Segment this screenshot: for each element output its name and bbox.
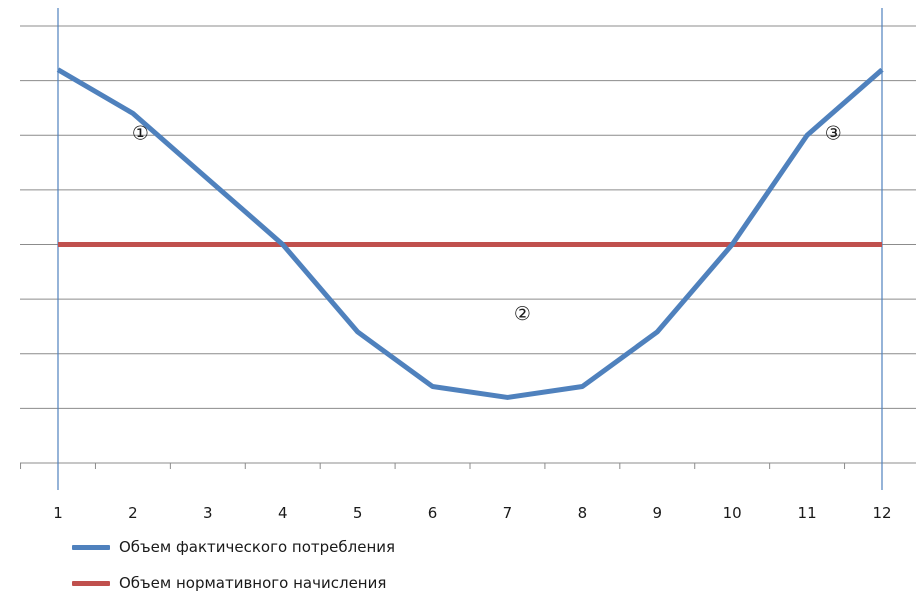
grid-lines: [20, 25, 916, 409]
annotation-label: ③: [825, 123, 842, 145]
x-tick-label: 12: [872, 504, 891, 522]
series-line-actual: [56, 67, 884, 400]
x-tick-label: 10: [723, 504, 742, 522]
series-lines: [56, 67, 884, 400]
legend-item-norm: Объем нормативного начисления: [72, 574, 386, 592]
x-tick-label: 1: [53, 504, 63, 522]
legend-label-norm: Объем нормативного начисления: [119, 574, 387, 592]
x-tick-label: 9: [652, 504, 662, 522]
x-tick-label: 5: [353, 504, 363, 522]
x-tick-label: 2: [128, 504, 138, 522]
x-tick-label: 3: [203, 504, 213, 522]
legend-swatch-norm: [72, 580, 110, 586]
legend-label-actual: Объем фактического потребления: [119, 538, 396, 556]
legend-swatch-actual: [72, 544, 110, 550]
boundary-lines: [57, 8, 883, 490]
chart: 1 2 3 4 5 6 7 8 9 10 11 12 ①②③: [20, 8, 916, 522]
x-tick-label: 7: [503, 504, 513, 522]
x-axis: [20, 462, 916, 469]
annotations: ① ② ③: [132, 123, 842, 325]
x-tick-label: 6: [428, 504, 438, 522]
annotation-label: ①: [132, 123, 149, 145]
legend-item-actual: Объем фактического потребления: [72, 538, 395, 556]
x-tick-labels: 1 2 3 4 5 6 7 8 9 10 11 12: [53, 504, 891, 522]
x-tick-label: 4: [278, 504, 288, 522]
x-tick-label: 11: [798, 504, 817, 522]
x-tick-label: 8: [578, 504, 588, 522]
annotation-label: ②: [514, 303, 531, 325]
